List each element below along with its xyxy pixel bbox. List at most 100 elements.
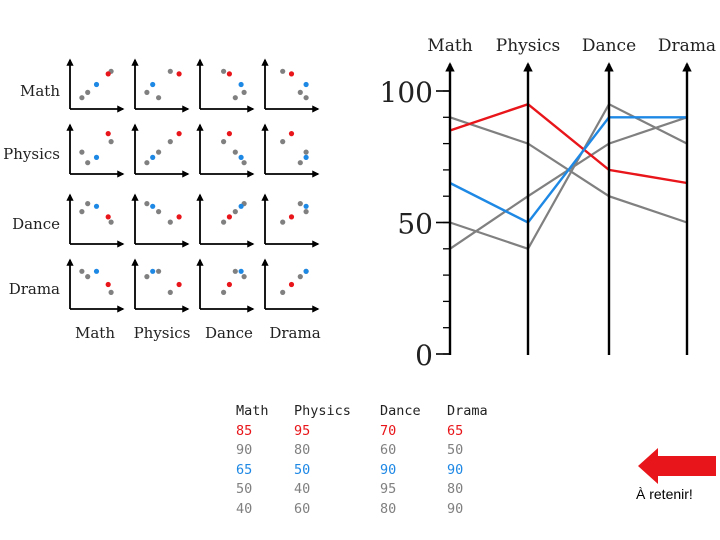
table-cell: 95 [380,481,397,498]
table-header-drama: Drama [447,403,488,419]
par-series-line [449,116,687,225]
matrix-point [303,203,309,209]
matrix-point [144,160,150,166]
matrix-point [156,209,162,215]
matrix-point [93,154,100,160]
matrix-point [226,71,232,77]
left-arrow-icon[interactable] [636,446,718,486]
parallel-coordinates-plot: 0 50 100 Math Physics Dance Drama [380,36,717,372]
table-cell: 90 [236,442,253,459]
table-cell: 65 [236,461,253,478]
matrix-row-label-drama: Drama [9,280,60,298]
matrix-point [167,139,173,145]
matrix-point [303,209,309,215]
par-axis-label-math: Math [427,36,472,56]
matrix-point [288,281,295,288]
matrix-point [156,268,162,274]
matrix-point [108,219,114,225]
matrix-point [167,289,173,295]
matrix-point [238,154,244,160]
matrix-point [303,95,309,101]
matrix-point [221,139,227,145]
matrix-point [150,81,156,88]
matrix-point [280,139,286,145]
matrix-point [241,89,247,95]
matrix-row-label-physics: Physics [3,145,60,163]
scatterplot-matrix: Math Math Physics Physics Dance Dance Drama Dra… [3,58,321,342]
matrix-point [105,131,111,137]
matrix-point [280,68,286,74]
matrix-point [297,89,303,95]
table-cell: 95 [294,422,311,439]
matrix-point [85,89,91,95]
matrix-point [85,160,91,166]
matrix-point [108,139,114,145]
matrix-point [167,68,173,74]
matrix-point [144,89,150,95]
par-axis-label-physics: Physics [496,36,560,56]
table-cell: 40 [236,500,253,517]
matrix-point [79,268,85,274]
table-cell: 50 [236,481,253,498]
matrix-point [226,214,232,220]
par-tick-label: 100 [380,76,433,109]
matrix-point [303,268,309,274]
matrix-row-label-dance: Dance [12,215,60,233]
matrix-point [226,131,232,137]
matrix-point [232,209,238,215]
matrix-point [221,219,227,225]
table-cell: 90 [380,461,397,478]
table-cell: 80 [380,500,397,517]
table-cell: 60 [294,500,311,517]
matrix-point [303,149,309,155]
table-header-math: Math [236,403,269,419]
matrix-point [303,81,309,88]
table-header-dance: Dance [380,403,421,419]
matrix-point [238,268,244,274]
matrix-point [85,201,91,207]
matrix-point [105,214,111,220]
table-cell: 90 [447,500,464,517]
table-header-physics: Physics [294,403,351,419]
par-series-line [449,102,688,185]
table-cell: 65 [447,422,464,439]
matrix-point [93,81,100,88]
table-cell: 80 [447,481,464,498]
matrix-point [232,149,238,155]
matrix-point [280,289,286,295]
matrix-point [156,149,162,155]
matrix-point [241,274,247,280]
matrix-point [297,274,303,280]
table-cell: 80 [294,442,311,459]
matrix-point [108,289,114,295]
retenir-label[interactable]: À retenir! [636,486,693,502]
matrix-point [288,214,295,220]
table-column-drama: Drama 65 50 90 80 90 [447,402,488,520]
matrix-col-label-drama: Drama [269,324,320,342]
matrix-point [150,203,156,209]
matrix-point [144,274,150,280]
matrix-point [221,289,227,295]
matrix-point [85,274,91,280]
table-cell: 40 [294,481,311,498]
matrix-point [150,154,156,160]
matrix-point [105,281,111,288]
table-cell: 50 [294,461,311,478]
matrix-point [288,71,295,77]
table-cell: 50 [447,442,464,459]
matrix-point [303,154,309,160]
par-tick-label: 0 [415,339,433,372]
matrix-point [93,203,100,209]
matrix-point [156,95,162,101]
table-column-math: Math 85 90 65 50 40 [236,402,269,520]
par-tick-label: 50 [397,208,433,241]
matrix-point [241,160,247,166]
table-cell: 90 [447,461,464,478]
matrix-point [176,281,182,288]
matrix-point [288,131,295,137]
matrix-point [176,214,182,220]
table-cell: 70 [380,422,397,439]
matrix-point [79,95,85,101]
matrix-point [167,219,173,225]
matrix-point [226,281,232,288]
